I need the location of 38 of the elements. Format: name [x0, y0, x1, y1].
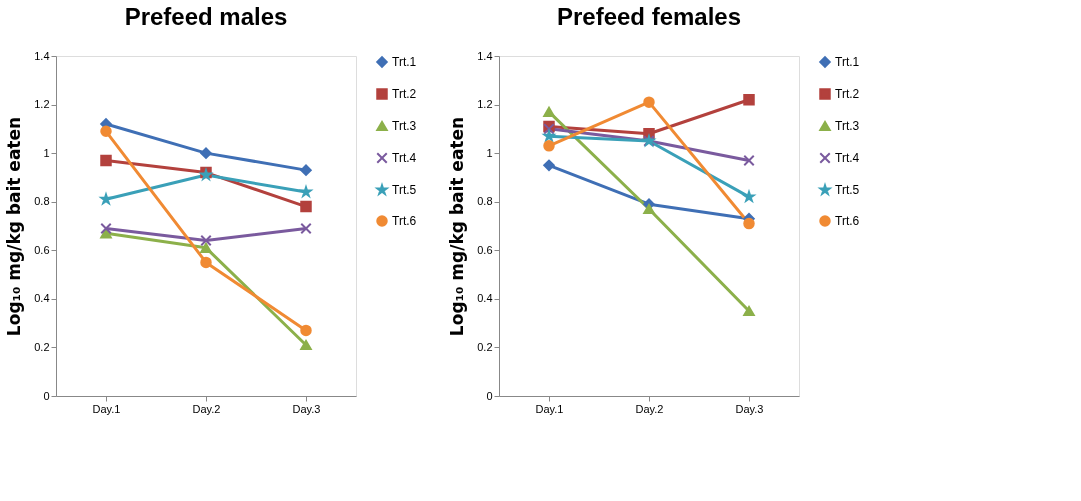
y-tick-label: 1.4 — [477, 49, 493, 62]
y-tick-label: 1.2 — [34, 98, 50, 111]
x-tick-label: Day.1 — [92, 402, 121, 415]
legend-label: Trt.1 — [392, 55, 417, 69]
y-tick-label: 1.4 — [34, 49, 50, 62]
legend-label: Trt.3 — [835, 119, 860, 133]
y-tick-label: 0.6 — [34, 243, 50, 256]
legend-label: Trt.1 — [835, 55, 860, 69]
chart-title: Prefeed females — [556, 3, 742, 30]
y-axis-title: Log₁₀ mg/kg bait eaten — [4, 116, 25, 337]
y-tick-label: 0 — [43, 389, 50, 402]
y-tick-label: 1 — [43, 146, 50, 159]
y-tick-label: 1.2 — [477, 98, 493, 111]
legend-label: Trt.4 — [835, 151, 860, 165]
chart-title: Prefeed males — [124, 3, 288, 30]
y-tick-label: 0.4 — [34, 292, 50, 305]
y-tick-label: 0.4 — [477, 292, 493, 305]
legend-label: Trt.5 — [392, 183, 417, 197]
y-tick-label: 0.8 — [477, 195, 493, 208]
legend-label: Trt.5 — [835, 183, 860, 197]
x-tick-label: Day.3 — [735, 402, 764, 415]
legend-label: Trt.4 — [392, 151, 417, 165]
legend-label: Trt.6 — [392, 214, 417, 228]
legend-label: Trt.2 — [835, 87, 860, 101]
y-tick-label: 0.2 — [477, 340, 493, 353]
y-tick-label: 1 — [486, 146, 493, 159]
y-tick-label: 0.2 — [34, 340, 50, 353]
x-tick-label: Day.1 — [535, 402, 564, 415]
x-tick-label: Day.3 — [292, 402, 321, 415]
y-tick-label: 0.8 — [34, 195, 50, 208]
y-tick-label: 0 — [486, 389, 493, 402]
y-axis-title: Log₁₀ mg/kg bait eaten — [447, 116, 468, 337]
legend-label: Trt.6 — [835, 214, 860, 228]
legend-label: Trt.3 — [392, 119, 417, 133]
legend-label: Trt.2 — [392, 87, 417, 101]
y-tick-label: 0.6 — [477, 243, 493, 256]
x-tick-label: Day.2 — [635, 402, 664, 415]
x-tick-label: Day.2 — [192, 402, 221, 415]
